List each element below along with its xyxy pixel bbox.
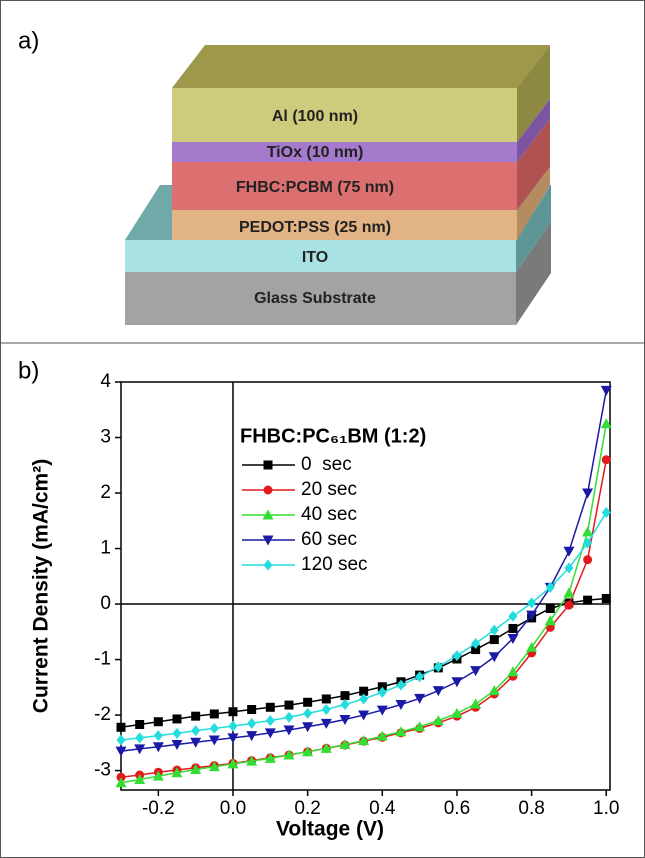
y-tick-label: 3	[100, 427, 111, 448]
layer-label: Glass Substrate	[254, 290, 376, 307]
marker	[546, 604, 555, 613]
marker	[135, 720, 144, 729]
y-tick-label: 0	[100, 593, 111, 614]
marker	[247, 718, 256, 729]
marker	[490, 625, 499, 636]
marker	[322, 704, 331, 715]
panel-label: a)	[18, 27, 39, 54]
marker	[264, 560, 273, 571]
marker	[228, 707, 237, 716]
marker	[602, 455, 611, 464]
marker	[470, 666, 481, 676]
y-tick-label: 2	[100, 482, 111, 503]
marker	[228, 721, 237, 732]
marker	[191, 725, 200, 736]
marker	[527, 597, 536, 608]
marker	[340, 691, 349, 700]
layer-label: TiOx (10 nm)	[267, 144, 364, 161]
legend-label: 20 sec	[301, 479, 357, 500]
y-tick-label: 4	[100, 371, 111, 392]
y-axis-label: Current Density (mA/cm²)	[30, 459, 53, 713]
marker	[264, 486, 273, 495]
x-tick-label: 0.2	[294, 798, 320, 819]
marker	[602, 594, 611, 603]
legend-label: 0 sec	[301, 454, 352, 475]
x-tick-label: 1.0	[593, 798, 619, 819]
marker	[508, 611, 517, 622]
marker	[135, 732, 144, 743]
marker	[191, 712, 200, 721]
x-tick-label: 0.4	[369, 798, 396, 819]
marker	[433, 715, 444, 725]
marker	[284, 712, 293, 723]
marker	[172, 728, 181, 739]
legend-label: 60 sec	[301, 529, 357, 550]
marker	[154, 717, 163, 726]
y-tick-label: -3	[94, 760, 111, 781]
layer-label: Al (100 nm)	[272, 108, 358, 125]
x-tick-label: 0.0	[220, 798, 246, 819]
marker	[582, 526, 593, 536]
marker	[489, 652, 500, 662]
legend-title: FHBC:PC₆₁BM (1:2)	[240, 425, 426, 447]
layer-label: FHBC:PCBM (75 nm)	[236, 179, 394, 196]
x-tick-label: -0.2	[142, 798, 175, 819]
figure: a) Al (100 nm) TiOx (10 nm) FHBC:PCBM (7…	[0, 0, 645, 858]
marker	[470, 698, 481, 708]
legend-label: 120 sec	[301, 554, 368, 575]
marker	[116, 747, 127, 757]
marker	[210, 709, 219, 718]
marker	[490, 635, 499, 644]
layer-label: ITO	[302, 249, 328, 266]
marker	[563, 587, 574, 597]
marker	[247, 705, 256, 714]
x-axis-label: Voltage (V)	[276, 818, 384, 841]
marker	[508, 624, 517, 633]
marker	[266, 715, 275, 726]
marker	[117, 735, 126, 746]
marker	[210, 723, 219, 734]
series-line	[121, 512, 606, 740]
marker	[117, 723, 126, 732]
y-tick-label: 1	[100, 538, 111, 559]
layer-label: PEDOT:PSS (25 nm)	[239, 219, 391, 236]
panel-label: b)	[18, 357, 39, 384]
marker	[564, 601, 573, 610]
al-top	[172, 45, 550, 88]
legend-label: 40 sec	[301, 504, 357, 525]
marker	[583, 596, 592, 605]
marker	[563, 547, 574, 557]
marker	[451, 708, 462, 718]
marker	[264, 461, 273, 470]
marker	[303, 708, 312, 719]
device-stack: Al (100 nm) TiOx (10 nm) FHBC:PCBM (75 n…	[125, 45, 551, 325]
marker	[322, 694, 331, 703]
marker	[545, 615, 556, 625]
marker	[451, 677, 462, 687]
marker	[582, 489, 593, 499]
marker	[172, 714, 181, 723]
y-tick-label: -1	[94, 649, 111, 670]
marker	[154, 730, 163, 741]
marker	[266, 703, 275, 712]
y-tick-label: -2	[94, 704, 111, 725]
marker	[433, 686, 444, 696]
x-tick-label: 0.8	[518, 798, 544, 819]
marker	[340, 699, 349, 710]
marker	[284, 701, 293, 710]
x-tick-label: 0.6	[444, 798, 470, 819]
marker	[303, 698, 312, 707]
marker	[583, 555, 592, 564]
